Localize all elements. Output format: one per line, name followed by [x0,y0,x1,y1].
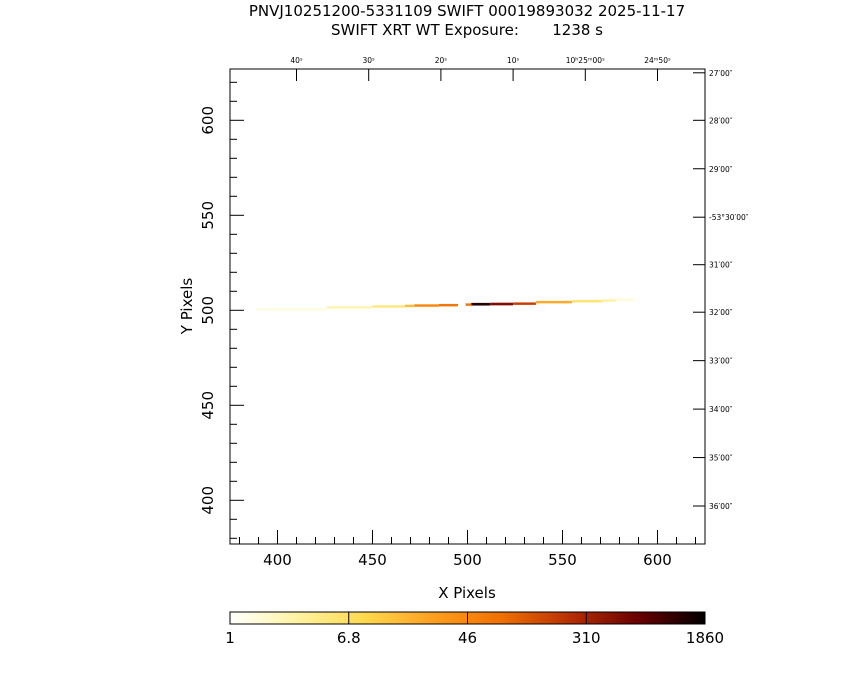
colorbar-tick-label: 46 [458,629,477,647]
dec-tick-label: 34′00″ [709,405,733,414]
colorbar-ticks [348,612,587,624]
x-tick-label: 450 [358,551,387,569]
colorbar-tick-label: 1860 [686,629,724,647]
source-strip [256,298,635,311]
colorbar-labels: 1 6.8 46 310 1860 [225,629,724,647]
strip-segment-11 [572,299,603,303]
strip-segment-9 [513,302,536,305]
ra-tick-label: 40ˢ [290,56,303,65]
dec-tick-label: 29′00″ [709,165,733,174]
strip-segment-4 [414,304,439,307]
ra-tick-label: 10ʰ25ᵐ00ˢ [566,56,605,65]
dec-tick-label: -53°30′00″ [709,213,749,222]
strip-segment-8 [490,302,514,306]
x-tick-labels: 400 450 500 550 600 [263,551,672,569]
dec-tick-label: 36′00″ [709,502,733,511]
y-tick-label: 500 [199,296,217,325]
ra-tick-label: 24ᵐ50ˢ [644,56,671,65]
x-axis-label: X Pixels [438,584,496,602]
y-tick-label: 550 [199,201,217,230]
strip-segment-3 [404,304,415,308]
dec-tick-label: 33′00″ [709,357,733,366]
dec-tick-labels: 27′00″ 28′00″ 29′00″ -53°30′00″ 31′00″ 32′00″… [709,69,749,511]
dec-tick-label: 28′00″ [709,116,733,125]
strip-segment-0 [256,308,327,311]
ra-tick-label: 30ˢ [363,56,376,65]
ra-tick-label: 10ˢ [507,56,520,65]
strip-segment-13 [615,298,635,301]
chart-subtitle: SWIFT XRT WT Exposure: 1238 s [331,21,603,39]
y-tick-label: 600 [199,106,217,135]
x-tick-label: 600 [643,551,672,569]
y-axis-label: Y Pixels [178,278,196,336]
x-tick-label: 500 [453,551,482,569]
y-tick-label: 450 [199,391,217,420]
ra-tick-labels: 40ˢ 30ˢ 20ˢ 10ˢ 10ʰ25ᵐ00ˢ 24ᵐ50ˢ [290,56,671,65]
strip-segment-7 [471,302,491,306]
axis-ticks [230,69,705,544]
strip-segment-1 [326,306,373,309]
dec-tick-label: 31′00″ [709,261,733,270]
plot-frame [229,68,706,545]
strip-segment-6 [465,303,472,306]
dec-tick-label: 35′00″ [709,454,733,463]
y-tick-labels: 400 450 500 550 600 [199,106,217,515]
x-tick-label: 400 [263,551,292,569]
dec-tick-label: 27′00″ [709,69,733,78]
y-tick-label: 400 [199,486,217,515]
colorbar-tick-label: 310 [572,629,601,647]
x-tick-label: 550 [548,551,577,569]
strip-segment-5 [439,303,458,307]
strip-segment-2 [372,305,405,308]
colorbar-tick-label: 6.8 [337,629,361,647]
dec-tick-label: 32′00″ [709,308,733,317]
chart-title: PNVJ10251200-5331109 SWIFT 00019893032 2… [249,2,685,20]
ra-tick-label: 20ˢ [435,56,448,65]
strip-segment-10 [535,300,572,304]
colorbar-tick-label: 1 [225,629,235,647]
strip-segment-12 [602,299,616,302]
